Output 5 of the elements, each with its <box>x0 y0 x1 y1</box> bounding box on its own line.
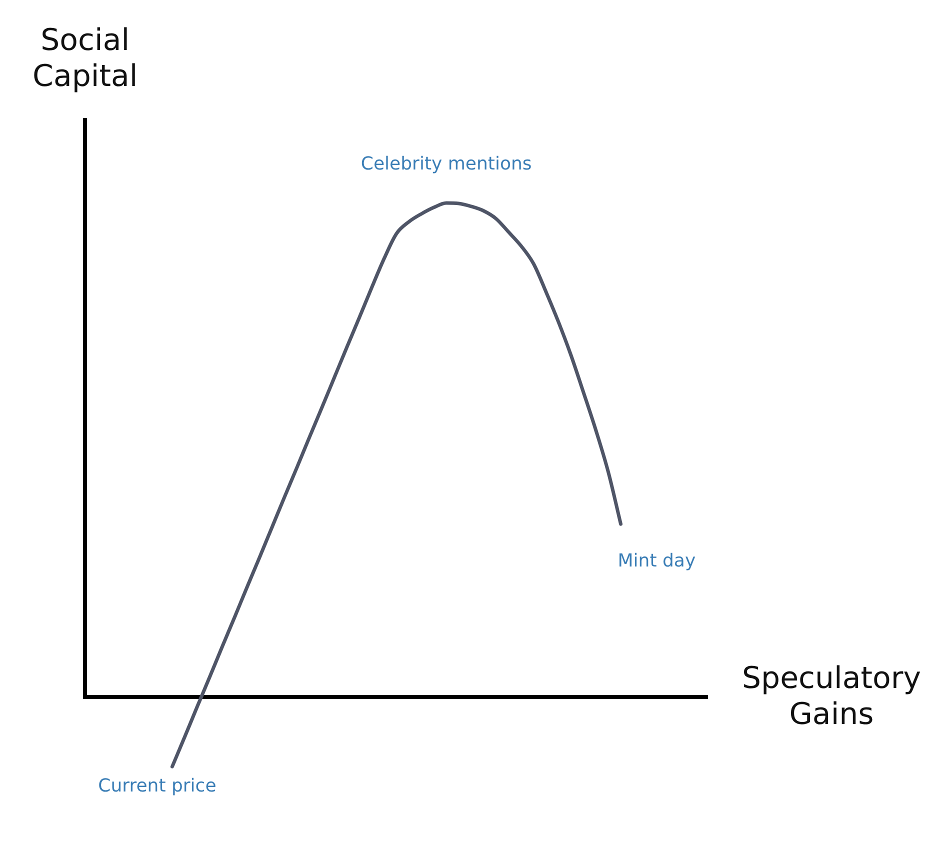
annotation: Celebrity mentions <box>360 154 532 175</box>
annotation: Mint day <box>618 550 696 572</box>
text: Current price <box>98 775 216 796</box>
x-axis-title: Speculatory Gains <box>742 660 921 733</box>
y-axis-title: Social Capital <box>32 23 138 95</box>
